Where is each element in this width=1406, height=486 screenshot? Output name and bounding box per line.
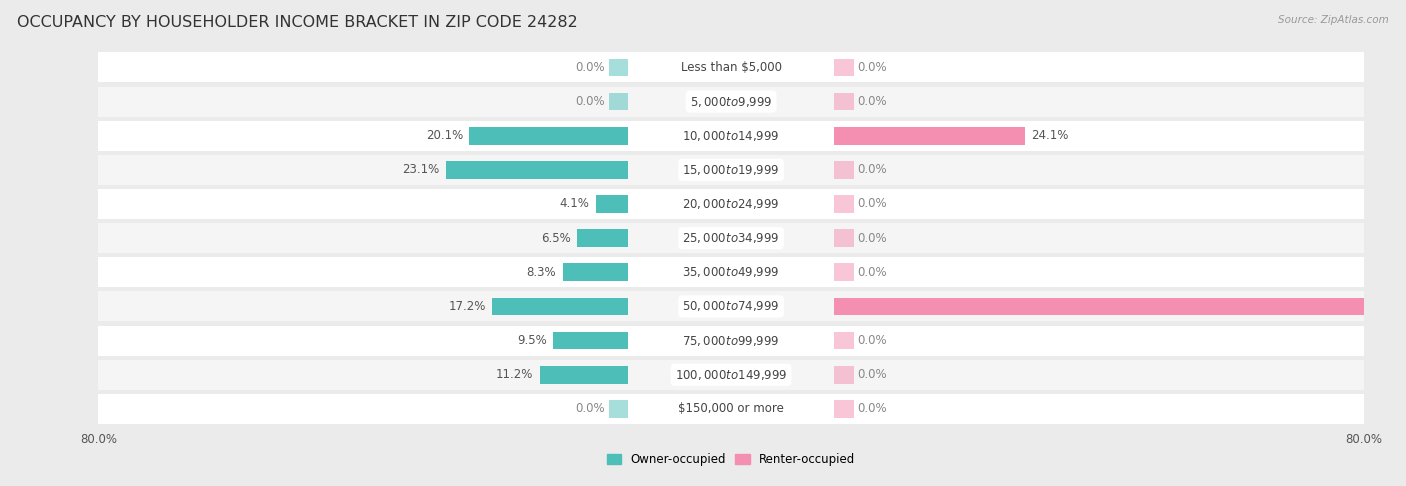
Bar (470, 127, 628, 144)
Text: 0.0%: 0.0% (858, 95, 887, 108)
Text: $35,000 to $49,999: $35,000 to $49,999 (682, 265, 780, 279)
Bar (98, 87, 1364, 117)
Text: $15,000 to $19,999: $15,000 to $19,999 (682, 163, 780, 177)
Bar (98, 189, 1364, 219)
Bar (492, 297, 628, 315)
Text: 0.0%: 0.0% (858, 197, 887, 210)
Bar (834, 161, 853, 179)
Bar (98, 326, 1364, 356)
Bar (609, 93, 628, 110)
Bar (609, 58, 628, 76)
Bar (834, 195, 853, 213)
Bar (98, 360, 1364, 390)
Text: 9.5%: 9.5% (517, 334, 547, 347)
Text: $150,000 or more: $150,000 or more (678, 402, 785, 416)
Bar (562, 263, 628, 281)
Bar (98, 52, 1364, 83)
Bar (834, 297, 1406, 315)
Text: $20,000 to $24,999: $20,000 to $24,999 (682, 197, 780, 211)
Text: $50,000 to $74,999: $50,000 to $74,999 (682, 299, 780, 313)
Text: 0.0%: 0.0% (575, 61, 605, 74)
Bar (834, 93, 853, 110)
Bar (98, 257, 1364, 287)
Bar (834, 58, 853, 76)
Text: 20.1%: 20.1% (426, 129, 463, 142)
Text: 24.1%: 24.1% (1031, 129, 1069, 142)
Bar (540, 366, 628, 383)
Text: 23.1%: 23.1% (402, 163, 439, 176)
Text: 11.2%: 11.2% (496, 368, 533, 381)
Text: 0.0%: 0.0% (858, 334, 887, 347)
Bar (446, 161, 628, 179)
Bar (553, 332, 628, 349)
Bar (834, 127, 1025, 144)
Text: 0.0%: 0.0% (858, 163, 887, 176)
Bar (98, 121, 1364, 151)
Text: OCCUPANCY BY HOUSEHOLDER INCOME BRACKET IN ZIP CODE 24282: OCCUPANCY BY HOUSEHOLDER INCOME BRACKET … (17, 15, 578, 30)
Text: 0.0%: 0.0% (575, 402, 605, 416)
Bar (609, 400, 628, 418)
Text: Less than $5,000: Less than $5,000 (681, 61, 782, 74)
Text: 17.2%: 17.2% (449, 300, 486, 313)
Bar (576, 229, 628, 247)
Text: 0.0%: 0.0% (575, 95, 605, 108)
Text: 8.3%: 8.3% (527, 266, 557, 279)
Text: $10,000 to $14,999: $10,000 to $14,999 (682, 129, 780, 143)
Text: $5,000 to $9,999: $5,000 to $9,999 (690, 95, 772, 108)
Bar (834, 366, 853, 383)
Text: Source: ZipAtlas.com: Source: ZipAtlas.com (1278, 15, 1389, 25)
Text: $75,000 to $99,999: $75,000 to $99,999 (682, 333, 780, 347)
Text: 0.0%: 0.0% (858, 402, 887, 416)
Text: 0.0%: 0.0% (858, 61, 887, 74)
Bar (98, 223, 1364, 253)
Bar (98, 292, 1364, 321)
Bar (834, 229, 853, 247)
Legend: Owner-occupied, Renter-occupied: Owner-occupied, Renter-occupied (602, 449, 860, 471)
Text: 0.0%: 0.0% (858, 266, 887, 279)
Bar (98, 394, 1364, 424)
Text: $25,000 to $34,999: $25,000 to $34,999 (682, 231, 780, 245)
Text: 0.0%: 0.0% (858, 232, 887, 244)
Text: 0.0%: 0.0% (858, 368, 887, 381)
Bar (834, 332, 853, 349)
Text: 4.1%: 4.1% (560, 197, 589, 210)
Text: 6.5%: 6.5% (541, 232, 571, 244)
Bar (834, 400, 853, 418)
Bar (98, 155, 1364, 185)
Text: $100,000 to $149,999: $100,000 to $149,999 (675, 368, 787, 382)
Bar (596, 195, 628, 213)
Bar (834, 263, 853, 281)
